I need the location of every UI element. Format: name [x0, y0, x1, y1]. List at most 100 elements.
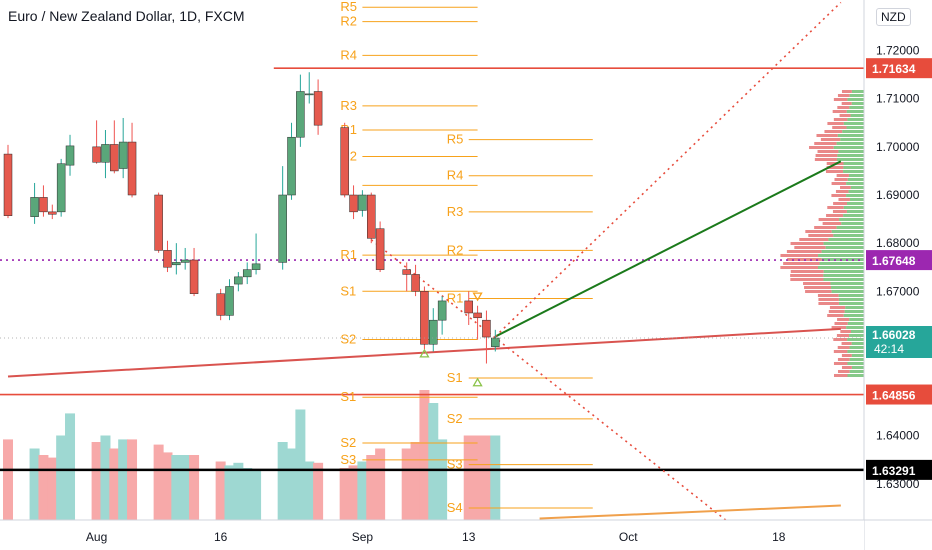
profile-bar-up — [847, 98, 864, 101]
profile-bar-down — [841, 342, 852, 345]
profile-bar-down — [841, 366, 852, 369]
candle-body — [3, 153, 13, 216]
candle-body — [101, 144, 110, 163]
profile-bar-up — [817, 266, 864, 269]
x-tick-label: 13 — [462, 530, 476, 544]
profile-bar-down — [838, 198, 850, 201]
candle-body — [473, 312, 482, 319]
candle-body — [358, 194, 367, 211]
profile-bar-up — [849, 346, 864, 349]
profile-bar-up — [845, 306, 864, 309]
trendline — [494, 160, 842, 338]
profile-bar-down — [799, 238, 829, 241]
volume-bar — [100, 435, 111, 520]
y-tick-label: 1.68000 — [876, 236, 920, 250]
profile-bar-up — [843, 170, 864, 173]
trendline — [539, 504, 841, 520]
profile-bar-up — [819, 262, 864, 265]
y-tick-label: 1.67000 — [876, 284, 920, 298]
candle-body — [402, 269, 411, 275]
profile-bar-down — [827, 122, 844, 125]
candle-body — [39, 197, 48, 213]
profile-bar-up — [836, 158, 864, 161]
pivot-label: R3 — [340, 98, 357, 113]
x-tick-label: Oct — [619, 530, 638, 544]
profile-bar-up — [842, 130, 864, 133]
profile-bar-down — [818, 298, 839, 301]
profile-bar-up — [818, 254, 864, 257]
profile-bar-down — [794, 246, 826, 249]
profile-bar-down — [817, 150, 839, 153]
profile-bar-up — [846, 210, 864, 213]
pivot-label: S1 — [447, 370, 463, 385]
volume-bar — [401, 448, 412, 520]
volume-bar — [463, 435, 474, 520]
candle-body — [172, 262, 181, 266]
profile-bar-down — [818, 218, 840, 221]
candle-body — [296, 91, 305, 138]
profile-bar-up — [836, 226, 864, 229]
profile-bar-down — [790, 242, 824, 245]
volume-bar — [437, 439, 448, 520]
profile-bar-down — [839, 114, 851, 117]
profile-bar-down — [827, 206, 844, 209]
price-level-badge: 1.67648 — [866, 250, 932, 271]
profile-bar-down — [833, 202, 848, 205]
pivot-label: R3 — [447, 204, 464, 219]
x-tick-label: 16 — [214, 530, 228, 544]
candle-body — [154, 194, 163, 251]
candle-body — [30, 197, 39, 217]
candle-body — [251, 263, 261, 270]
pivot-label: R4 — [340, 47, 357, 62]
candle-body — [304, 93, 314, 96]
profile-bar-down — [833, 362, 848, 365]
candle-body — [110, 144, 119, 172]
last-price-label: 1.66028 — [872, 328, 916, 342]
price-level-badge-label: 1.71634 — [872, 62, 916, 76]
profile-bar-up — [846, 110, 864, 113]
profile-bar-down — [841, 102, 852, 105]
volume-bar — [109, 448, 120, 520]
y-tick-label: 1.71000 — [876, 92, 920, 106]
profile-bar-up — [823, 278, 864, 281]
profile-bar-up — [850, 330, 864, 333]
profile-bar-up — [831, 230, 864, 233]
candle-body — [340, 127, 349, 196]
time-axis: Aug 16 Sep 13 Oct 18 — [0, 519, 932, 550]
price-level-badge: 1.64856 — [866, 384, 932, 405]
pivot-label: S1 — [340, 389, 356, 404]
profile-bar-down — [826, 166, 844, 169]
profile-bar-up — [830, 282, 864, 285]
candle-body — [287, 136, 296, 196]
x-tick-label: Sep — [352, 530, 374, 544]
pivot-label: S3 — [340, 452, 356, 467]
candles — [3, 72, 500, 364]
profile-bar-down — [790, 274, 824, 277]
profile-bar-down — [831, 182, 847, 185]
candle-body — [411, 274, 420, 292]
profile-bar-up — [849, 334, 864, 337]
profile-bar-up — [849, 370, 864, 373]
profile-bar-up — [849, 318, 864, 321]
profile-bar-down — [841, 354, 852, 357]
trendline — [7, 327, 841, 378]
profile-bar-down — [840, 186, 851, 189]
volume-bar — [91, 442, 102, 520]
currency-button[interactable]: NZD — [876, 8, 911, 26]
profile-bar-down — [829, 306, 846, 309]
volume-bar — [375, 448, 386, 520]
profile-bar-up — [844, 310, 864, 313]
profile-bar-up — [831, 286, 864, 289]
profile-bar-up — [838, 294, 864, 297]
profile-bar-up — [843, 206, 864, 209]
profile-bar-down — [837, 318, 850, 321]
profile-bar-down — [825, 170, 844, 173]
profile-bar-up — [850, 114, 864, 117]
profile-bar-up — [846, 194, 864, 197]
profile-bar-up — [847, 350, 864, 353]
profile-bar-up — [847, 118, 864, 121]
volume-bar — [224, 465, 235, 520]
candle-body — [65, 145, 75, 166]
candle-body — [278, 194, 287, 263]
